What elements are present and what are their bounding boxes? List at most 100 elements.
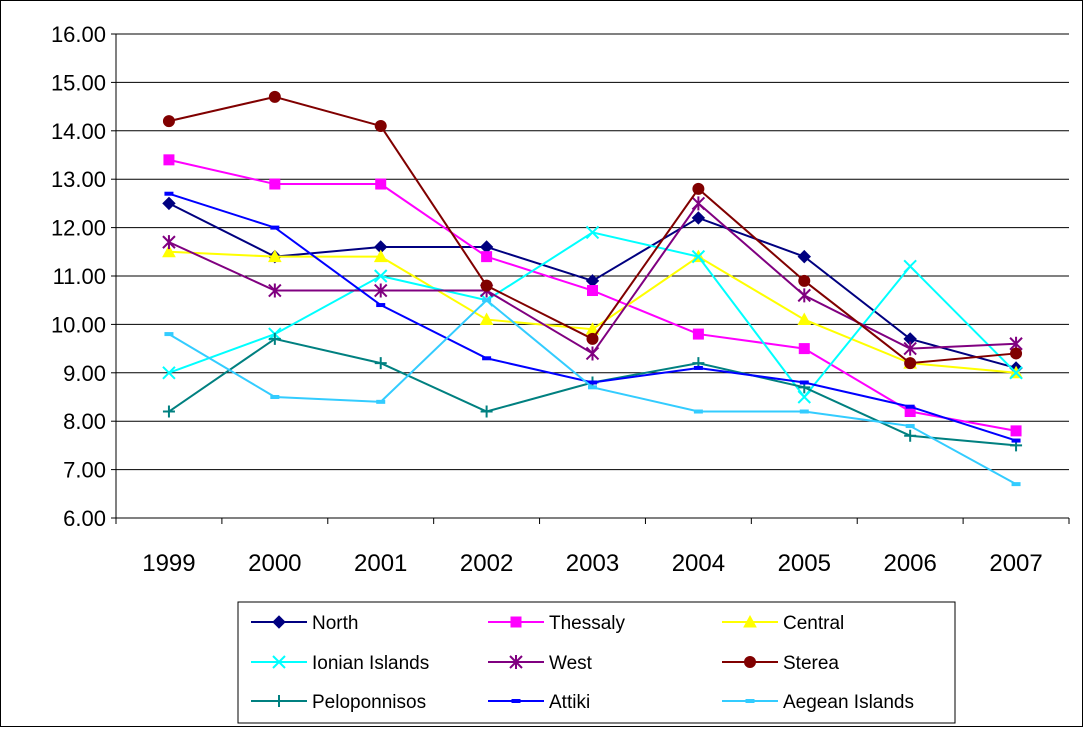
legend-marker <box>510 616 522 628</box>
data-point <box>799 409 809 414</box>
data-point <box>797 249 811 264</box>
data-point <box>797 288 811 303</box>
x-tick-label: 2005 <box>778 550 831 577</box>
data-point <box>692 182 705 195</box>
series-line <box>168 192 1017 442</box>
series-attiki <box>164 191 1021 443</box>
data-point <box>905 424 915 429</box>
data-point <box>1010 425 1022 437</box>
legend-item: Central <box>722 613 844 634</box>
data-point <box>903 259 917 274</box>
legend-item: Ionian Islands <box>251 653 429 674</box>
data-point <box>268 283 282 298</box>
legend: North Thessaly Central Ionian Islands West St… <box>237 601 956 724</box>
data-point <box>692 328 704 340</box>
y-tick-label: 11.00 <box>53 264 106 289</box>
data-point <box>482 356 492 361</box>
data-point <box>905 404 915 409</box>
data-point <box>904 429 917 442</box>
legend-label: Thessaly <box>549 613 626 634</box>
legend-marker <box>272 655 286 669</box>
y-tick-label: 13.00 <box>51 167 106 192</box>
data-point <box>798 274 811 287</box>
data-point <box>585 225 600 240</box>
data-point <box>162 115 175 128</box>
data-point <box>164 191 174 196</box>
gridlines <box>116 33 1069 471</box>
y-tick-label: 15.00 <box>51 70 106 95</box>
x-tick-label: 2006 <box>883 550 936 577</box>
legend-item: Aegean Islands <box>722 692 914 713</box>
legend-item: Thessaly <box>488 613 626 634</box>
data-point <box>588 385 597 390</box>
axes: 6.00 7.00 8.00 9.00 10.00 11.00 12.00 13.00 14.0… <box>51 22 1070 577</box>
data-point <box>162 196 176 211</box>
data-point <box>482 298 492 303</box>
data-point <box>376 303 386 308</box>
legend-marker <box>511 699 521 703</box>
series-aegean-islands <box>164 298 1021 487</box>
data-point <box>799 380 809 385</box>
data-point <box>1009 366 1023 380</box>
y-tick-label: 7.00 <box>63 458 106 483</box>
y-tick-label: 8.00 <box>63 409 106 434</box>
data-point <box>162 366 176 380</box>
data-point <box>1011 482 1021 487</box>
y-tick-label: 10.00 <box>51 312 106 337</box>
data-point <box>585 346 600 361</box>
data-point <box>373 249 388 263</box>
data-point <box>374 269 388 283</box>
data-point <box>691 211 706 225</box>
data-point <box>586 332 599 345</box>
data-point <box>268 90 281 103</box>
data-point <box>374 283 388 298</box>
legend-label: Peloponnisos <box>312 692 426 713</box>
x-tick-label: 1999 <box>142 550 195 577</box>
data-point <box>798 343 810 355</box>
y-tick-label: 14.00 <box>51 119 106 144</box>
x-tick-label: 2003 <box>566 550 619 577</box>
legend-label: Central <box>783 613 844 634</box>
data-point <box>691 249 706 264</box>
legend-marker <box>273 695 285 707</box>
data-point <box>164 332 174 337</box>
data-point <box>587 285 598 297</box>
x-tick-label: 2004 <box>672 550 725 577</box>
data-point <box>163 154 175 166</box>
data-point <box>268 332 281 345</box>
legend-item: Peloponnisos <box>251 692 426 713</box>
legend-label: Sterea <box>783 653 839 674</box>
data-point <box>903 341 917 356</box>
data-point <box>797 312 812 326</box>
data-point <box>374 119 387 132</box>
legend-marker <box>745 699 755 703</box>
legend-label: Aegean Islands <box>783 692 914 713</box>
data-point <box>162 244 176 258</box>
legend-item: Attiki <box>488 692 590 713</box>
legend-item: West <box>488 653 593 674</box>
data-point <box>1011 438 1021 443</box>
data-point <box>269 178 281 190</box>
data-point <box>481 251 493 263</box>
x-tick-label: 2007 <box>989 550 1042 577</box>
data-point <box>267 249 282 263</box>
legend-marker <box>744 656 756 668</box>
data-point <box>797 390 811 404</box>
legend-label: Attiki <box>549 692 590 713</box>
data-point <box>270 395 280 399</box>
data-point <box>693 365 703 370</box>
data-point <box>1010 347 1023 360</box>
x-tick-label: 2002 <box>460 550 513 577</box>
data-point <box>480 405 493 418</box>
y-tick-label: 9.00 <box>63 361 106 386</box>
legend-marker <box>272 615 286 629</box>
x-tick-label: 2001 <box>354 550 407 577</box>
series-sterea <box>162 90 1023 370</box>
y-tick-label: 6.00 <box>63 506 106 531</box>
x-tick-label: 2000 <box>248 550 301 577</box>
legend-label: Ionian Islands <box>312 653 429 674</box>
data-point <box>480 279 493 292</box>
legend-label: North <box>312 613 358 634</box>
series-layer <box>162 90 1023 487</box>
legend-label: West <box>549 653 593 674</box>
